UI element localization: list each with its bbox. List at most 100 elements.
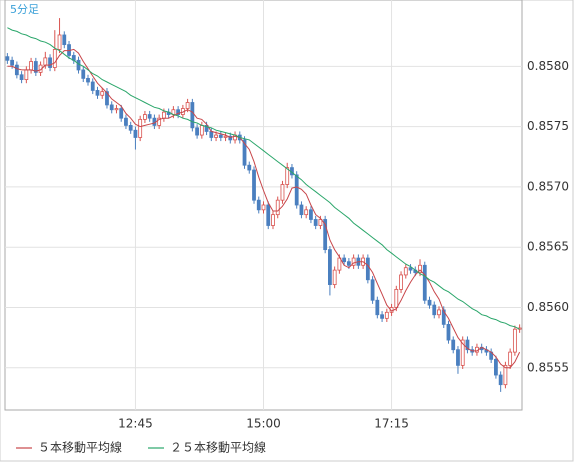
ma-line — [7, 27, 520, 330]
candle-body — [100, 91, 105, 96]
candle-body — [247, 164, 252, 171]
candle-body — [304, 209, 309, 216]
candle-body — [228, 135, 233, 141]
candle-body — [294, 174, 299, 206]
ma-line — [7, 48, 521, 369]
candle-body — [24, 69, 29, 80]
candle-body — [33, 61, 38, 73]
candle-body — [403, 267, 408, 276]
candle-body — [86, 77, 90, 83]
candle-body — [5, 56, 10, 61]
candle-body — [119, 108, 124, 119]
candle-body — [90, 81, 95, 91]
candle-body — [161, 111, 166, 119]
candle-body — [223, 135, 228, 138]
candle-body — [195, 127, 199, 136]
chart-title: 5分足 — [10, 3, 39, 16]
candle-body — [199, 125, 204, 136]
candle-body — [218, 134, 223, 138]
candle-body — [19, 74, 24, 80]
x-tick-label: 17:15 — [374, 417, 409, 431]
candle-body — [309, 209, 313, 220]
candle-body — [157, 117, 162, 126]
candle-body — [190, 102, 195, 129]
candle-body — [394, 289, 399, 308]
candle-body — [185, 102, 190, 109]
y-tick-label: 0.8560 — [527, 300, 569, 314]
candle-body — [256, 199, 261, 211]
candle-body — [62, 34, 67, 46]
candle-body — [375, 299, 380, 316]
y-tick-label: 0.8580 — [527, 59, 569, 73]
candle-body — [342, 257, 347, 263]
candle-body — [266, 204, 271, 226]
candle-body — [124, 117, 128, 126]
candle-body — [318, 219, 323, 226]
candle-body — [57, 34, 62, 50]
x-tick-label: 15:00 — [246, 417, 281, 431]
candle-body — [337, 257, 342, 271]
candle-body — [209, 131, 214, 138]
candle-body — [432, 304, 437, 316]
candle-body — [346, 261, 351, 266]
candle-body — [105, 91, 109, 106]
y-tick-label: 0.8575 — [527, 119, 569, 133]
candle-body — [418, 264, 422, 273]
candle-body — [508, 351, 513, 366]
candle-body — [14, 64, 19, 76]
candle-body — [384, 311, 389, 319]
candle-body — [29, 61, 33, 71]
candle-body — [214, 134, 218, 138]
candle-body — [48, 57, 52, 68]
candle-body — [81, 69, 86, 79]
candle-body — [280, 184, 285, 201]
legend-label: ２５本移動平均線 — [170, 440, 266, 455]
candle-body — [323, 219, 328, 251]
candle-body — [351, 257, 356, 266]
candle-body — [242, 139, 247, 166]
candle-body — [43, 57, 48, 66]
candle-body — [328, 249, 332, 285]
candle-body — [285, 167, 290, 185]
candle-body — [10, 59, 15, 66]
candle-body — [422, 264, 427, 301]
candle-body — [399, 274, 403, 290]
candle-body — [138, 118, 143, 138]
candle-body — [332, 269, 337, 285]
candle-body — [252, 169, 256, 201]
legend-label: ５本移動平均線 — [38, 440, 122, 455]
candle-body — [380, 314, 384, 319]
candle-body — [446, 323, 451, 341]
candle-body — [147, 114, 152, 119]
candle-body — [114, 108, 119, 111]
candle-body — [498, 374, 503, 386]
candle-body — [52, 49, 57, 68]
y-tick-label: 0.8570 — [527, 179, 569, 193]
candle-body — [275, 199, 280, 216]
candle-body — [133, 129, 138, 138]
candle-body — [512, 328, 517, 353]
y-tick-label: 0.8555 — [527, 360, 569, 374]
candle-body — [176, 109, 181, 115]
candle-body — [460, 339, 465, 366]
candle-body — [494, 358, 498, 376]
candle-body — [313, 219, 318, 226]
candle-body — [95, 90, 100, 96]
candle-body — [408, 267, 413, 271]
y-tick-label: 0.8565 — [527, 240, 569, 254]
x-tick-label: 12:45 — [118, 417, 153, 431]
candle-body — [456, 349, 460, 366]
candle-body — [271, 214, 275, 226]
candle-body — [370, 279, 375, 301]
candle-body — [437, 309, 441, 316]
candle-body — [451, 339, 456, 351]
candle-body — [427, 299, 432, 306]
candle-body — [365, 257, 370, 281]
candle-body — [261, 204, 266, 211]
candle-body — [143, 114, 147, 120]
candle-body — [76, 59, 81, 71]
candle-body — [299, 204, 304, 216]
candle-body — [465, 339, 470, 351]
candle-body — [128, 125, 133, 131]
